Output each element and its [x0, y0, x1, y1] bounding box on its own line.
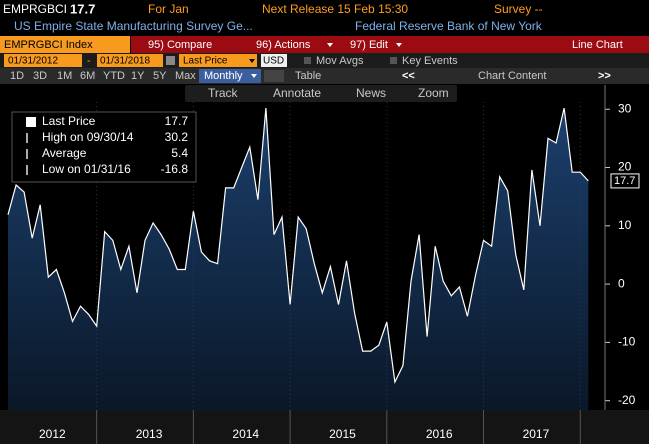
frequency: Monthly [204, 70, 243, 82]
legend-marker [26, 117, 36, 127]
tool-button[interactable]: News [356, 86, 386, 100]
y-tick-label: 20 [618, 160, 632, 174]
legend-label: Last Price [42, 114, 96, 128]
legend-value: -16.8 [161, 162, 189, 176]
last-price-label: 17.7 [614, 175, 635, 187]
next-release: Next Release 15 Feb 15:30 [262, 2, 408, 16]
y-tick-label: 0 [618, 276, 625, 290]
last-price-box [610, 173, 640, 189]
chart-type-button[interactable]: Line Chart [572, 39, 623, 51]
security: EMPRGBCI Index [4, 39, 93, 51]
legend-label: Low on 01/31/16 [42, 162, 131, 176]
mov-avgs: Mov Avgs [316, 55, 364, 67]
period: For Jan [148, 2, 189, 16]
range-button[interactable]: 3D [33, 70, 47, 82]
survey: Survey -- [494, 2, 543, 16]
y-tick-label: -10 [618, 335, 636, 349]
legend-value: 17.7 [165, 114, 189, 128]
frequency-dropdown[interactable] [199, 69, 261, 83]
currency: USD [263, 56, 284, 67]
description: US Empire State Manufacturing Survey Ge.… [14, 19, 253, 33]
tool-button[interactable]: Zoom [418, 86, 449, 100]
checkbox[interactable] [304, 57, 311, 64]
legend-box [11, 111, 197, 183]
currency-field[interactable] [261, 54, 287, 67]
x-tick-label: 2015 [329, 427, 356, 441]
legend-value: 30.2 [165, 130, 189, 144]
start-date-field[interactable] [4, 54, 82, 67]
range-button[interactable]: 1Y [131, 70, 145, 82]
end-date: 01/31/2018 [100, 56, 150, 67]
legend-label: High on 09/30/14 [42, 130, 134, 144]
key-events: Key Events [402, 55, 458, 67]
end-date-field[interactable] [97, 54, 163, 67]
dropdown-arrow [327, 43, 333, 47]
compare-button[interactable]: 95) Compare [148, 39, 212, 51]
range-button[interactable]: 1M [57, 70, 72, 82]
forward-button[interactable]: >> [598, 70, 611, 82]
x-axis-panel [0, 410, 649, 444]
dropdown-arrow [251, 74, 257, 78]
source: Federal Reserve Bank of New York [355, 19, 543, 33]
menu-bar [131, 36, 649, 53]
legend-marker [26, 149, 28, 159]
tool-bar [185, 85, 457, 102]
tool-button[interactable]: Track [208, 86, 239, 100]
checkbox[interactable] [390, 57, 397, 64]
x-tick-label: 2014 [232, 427, 259, 441]
tool-buttons: Track Annotate News Zoom [208, 86, 449, 100]
range-button[interactable]: 6M [80, 70, 95, 82]
legend-label: Average [42, 146, 87, 160]
table-button[interactable]: Table [295, 70, 321, 82]
range-button[interactable]: 1D [10, 70, 24, 82]
x-tick-label: 2016 [426, 427, 453, 441]
dropdown-arrow [249, 59, 255, 63]
date-separator: - [87, 55, 91, 67]
area-fill [8, 108, 589, 410]
range-button[interactable]: YTD [103, 70, 125, 82]
range-button[interactable]: 5Y [153, 70, 167, 82]
legend-value: 5.4 [171, 146, 188, 160]
legend-marker [26, 133, 28, 143]
field: Last Price [183, 56, 228, 67]
chart: 30 20 10 0 -10 -20 2012 2013 2014 2015 2016 2017 17.… [0, 85, 649, 444]
y-tick-label: 30 [618, 101, 632, 115]
y-tick-label: -20 [618, 393, 636, 407]
x-tick-label: 2013 [136, 427, 163, 441]
tool-button[interactable]: Annotate [273, 86, 321, 100]
range-bar [0, 68, 649, 84]
price-line [7, 107, 589, 385]
range-buttons: 1D 3D 1M 6M YTD 1Y 5Y Max [10, 70, 196, 82]
dropdown-arrow [396, 43, 402, 47]
security-field[interactable] [0, 36, 130, 53]
y-axis-panel [605, 85, 649, 410]
chart-content-button[interactable]: Chart Content [478, 70, 546, 82]
field-dropdown[interactable] [179, 54, 257, 67]
ticker: EMPRGBCI [3, 2, 67, 16]
legend: Last Price 17.7 High on 09/30/14 30.2 Averag… [11, 111, 197, 183]
edit-button[interactable]: 97) Edit [350, 39, 388, 51]
x-tick-label: 2012 [39, 427, 66, 441]
actions-button[interactable]: 96) Actions [256, 39, 311, 51]
x-tick-label: 2017 [523, 427, 550, 441]
legend-marker [26, 165, 28, 175]
start-date: 01/31/2012 [8, 56, 58, 67]
back-button[interactable]: << [402, 70, 415, 82]
range-button[interactable]: Max [175, 70, 196, 82]
chart-icon[interactable] [264, 70, 284, 82]
y-tick-label: 10 [618, 218, 632, 232]
calendar-icon[interactable] [166, 56, 175, 65]
price: 17.7 [70, 1, 95, 16]
